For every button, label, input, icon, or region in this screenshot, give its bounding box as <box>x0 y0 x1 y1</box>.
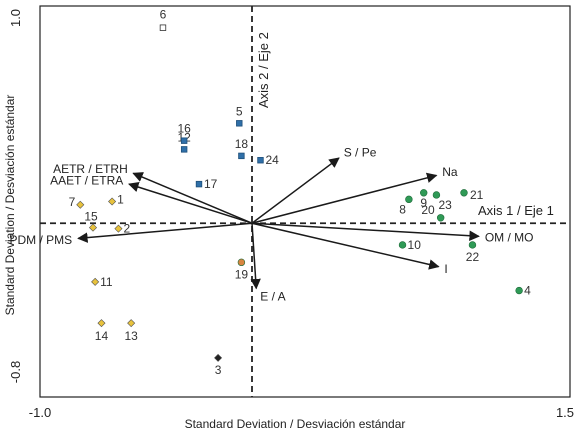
point-label-9: 9 <box>420 196 427 210</box>
point-marker-9 <box>420 189 428 197</box>
point-label-5: 5 <box>236 104 243 118</box>
point-marker-1 <box>108 197 117 206</box>
point-marker-4 <box>515 286 523 295</box>
point-label-12: 12 <box>177 130 191 144</box>
point-label-14: 14 <box>95 329 109 343</box>
point-marker-12 <box>180 146 188 153</box>
vector-arrow-om-mo <box>251 222 480 241</box>
vector-arrow-i <box>251 222 440 270</box>
point-label-20: 20 <box>421 203 435 217</box>
point-marker-21 <box>460 189 468 197</box>
point-marker-5 <box>236 120 243 127</box>
point-marker-10 <box>398 241 407 249</box>
vector-label-aetr-etrh: AETR / ETRH <box>53 162 128 176</box>
point-marker-17 <box>195 180 203 188</box>
point-marker-22 <box>468 241 477 249</box>
axis2-label: Axis 2 / Eje 2 <box>256 32 271 108</box>
point-label-7: 7 <box>69 195 76 209</box>
point-label-10: 10 <box>408 238 422 252</box>
point-label-1: 1 <box>117 193 124 207</box>
vector-arrow-e-a <box>250 223 261 290</box>
point-label-17: 17 <box>204 177 218 191</box>
vector-arrow-aaet-etra <box>128 181 253 224</box>
point-label-19: 19 <box>235 267 249 281</box>
point-marker-2 <box>114 224 123 233</box>
origin-axes: Axis 1 / Eje 1 Axis 2 / Eje 2 <box>40 6 570 397</box>
point-marker-11 <box>91 277 100 286</box>
point-label-15: 15 <box>84 210 98 224</box>
vector-arrow-na <box>251 172 438 224</box>
point-label-18: 18 <box>235 137 249 151</box>
point-label-22: 22 <box>466 250 480 264</box>
point-marker-7 <box>76 200 85 209</box>
point-marker-13 <box>127 319 136 328</box>
point-marker-19 <box>237 258 246 267</box>
vector-label-i: I <box>444 262 447 276</box>
vector-label-na: Na <box>442 165 458 179</box>
point-marker-14 <box>97 319 106 328</box>
y-axis-title: Standard Deviation / Desviación estándar <box>3 95 17 316</box>
tick-labels: -1.0 1.5 1.0 -0.8 <box>8 9 574 420</box>
point-label-3: 3 <box>215 363 222 377</box>
y-tick-max: 1.0 <box>8 9 23 27</box>
point-label-6: 6 <box>160 8 167 22</box>
point-marker-18 <box>238 152 245 160</box>
point-label-4: 4 <box>524 284 531 298</box>
vector-arrow-pdm-pms <box>77 222 253 243</box>
point-label-21: 21 <box>470 188 484 202</box>
axis1-label: Axis 1 / Eje 1 <box>478 203 554 218</box>
point-marker-8 <box>405 195 413 204</box>
vector-label-om-mo: OM / MO <box>485 231 534 245</box>
point-label-11: 11 <box>100 275 113 289</box>
point-marker-6 <box>159 24 167 31</box>
x-axis-title: Standard Deviation / Desviación estándar <box>185 417 406 431</box>
point-marker-16 <box>180 137 188 144</box>
vector-label-aaet-etra: AAET / ETRA <box>50 173 123 187</box>
point-marker-15 <box>88 223 98 232</box>
y-tick-min: -0.8 <box>8 361 23 383</box>
vector-label-pdm-pms: PDM / PMS <box>10 233 73 247</box>
x-tick-min: -1.0 <box>29 405 51 420</box>
point-label-2: 2 <box>123 222 130 236</box>
vector-label-e-a: E / A <box>260 289 285 303</box>
plot-frame <box>39 5 571 398</box>
vector-label-s-pe: S / Pe <box>344 145 377 159</box>
point-marker-23 <box>432 191 441 199</box>
vector-arrow-s-pe <box>251 157 340 224</box>
point-label-16: 16 <box>177 122 191 136</box>
point-label-24: 24 <box>265 153 279 167</box>
point-marker-24 <box>257 157 264 164</box>
point-label-8: 8 <box>399 202 406 216</box>
point-marker-20 <box>436 214 445 222</box>
point-label-23: 23 <box>438 198 452 212</box>
x-tick-max: 1.5 <box>556 405 574 420</box>
point-marker-3 <box>214 353 223 362</box>
point-label-13: 13 <box>124 329 138 343</box>
vector-arrow-aetr-etrh <box>132 172 253 224</box>
